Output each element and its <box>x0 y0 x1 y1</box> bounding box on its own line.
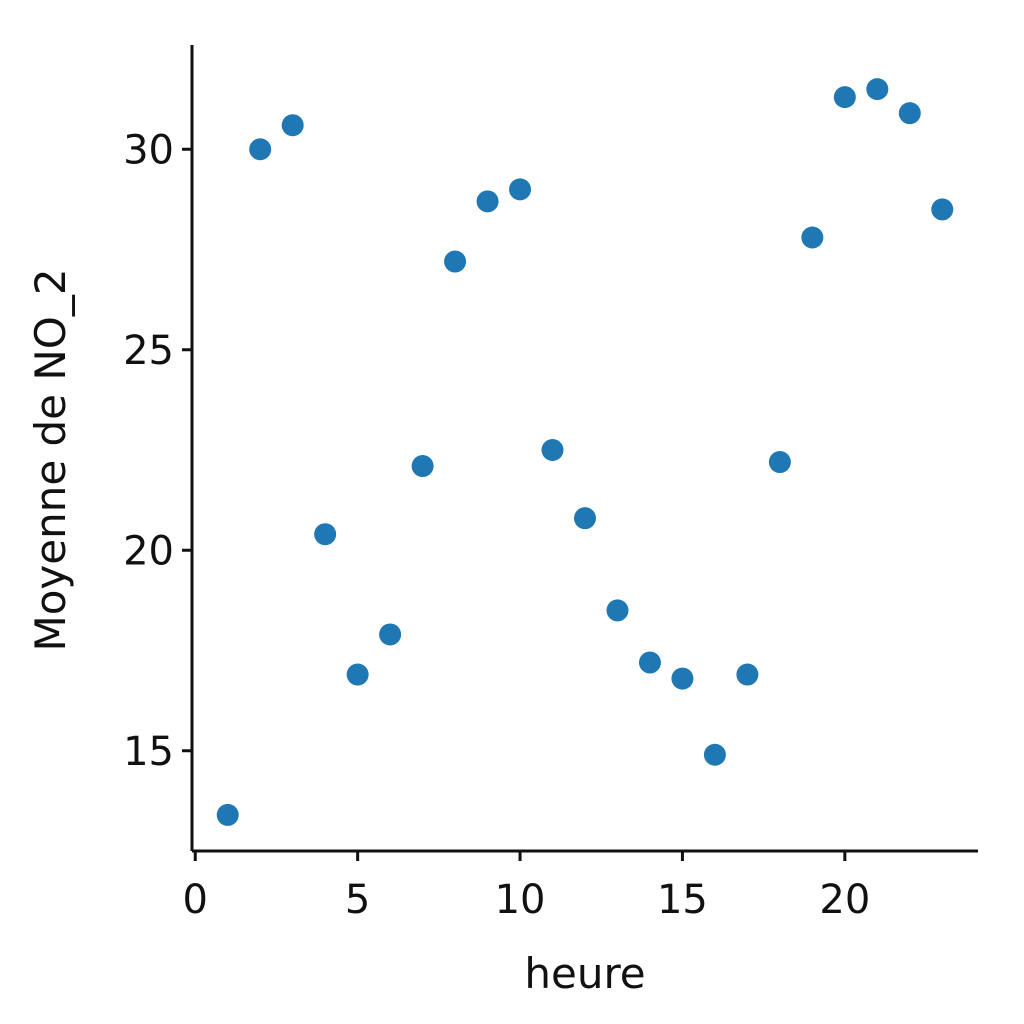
scatter-point <box>833 86 856 109</box>
scatter-point <box>379 623 402 646</box>
scatter-point <box>671 667 694 690</box>
scatter-point <box>898 102 921 125</box>
y-tick-label: 25 <box>123 328 174 374</box>
x-axis-title: heure <box>524 949 645 998</box>
scatter-point <box>606 599 629 622</box>
scatter-point <box>281 114 304 137</box>
scatter-point <box>703 743 726 766</box>
scatter-point <box>574 507 596 530</box>
scatter-point <box>346 663 369 686</box>
x-tick-label: 10 <box>495 877 546 923</box>
y-tick-label: 15 <box>123 729 174 775</box>
scatter-point <box>216 803 239 826</box>
scatter-point <box>249 138 272 161</box>
x-tick-label: 15 <box>657 877 708 923</box>
scatter-point <box>768 451 791 474</box>
scatter-point <box>931 198 954 221</box>
y-tick-label: 30 <box>123 127 174 173</box>
scatter-point <box>866 78 889 101</box>
scatter-point <box>314 523 337 546</box>
x-tick-label: 0 <box>183 877 208 923</box>
y-axis-title: Moyenne de NO_2 <box>26 268 75 651</box>
x-tick-label: 20 <box>819 877 870 923</box>
scatter-point <box>736 663 759 686</box>
scatter-point <box>801 226 824 249</box>
scatter-point <box>476 190 499 213</box>
scatter-point <box>541 439 564 462</box>
data-points <box>216 78 954 826</box>
scatter-point <box>509 178 532 201</box>
x-axis-ticks: 0 5 10 15 20 <box>183 851 870 923</box>
x-tick-label: 5 <box>345 877 370 923</box>
scatter-point <box>444 250 467 273</box>
y-tick-label: 20 <box>123 528 174 574</box>
y-axis-ticks: 15 20 25 30 <box>123 127 192 775</box>
scatter-point <box>638 651 661 674</box>
scatter-point <box>411 455 434 478</box>
